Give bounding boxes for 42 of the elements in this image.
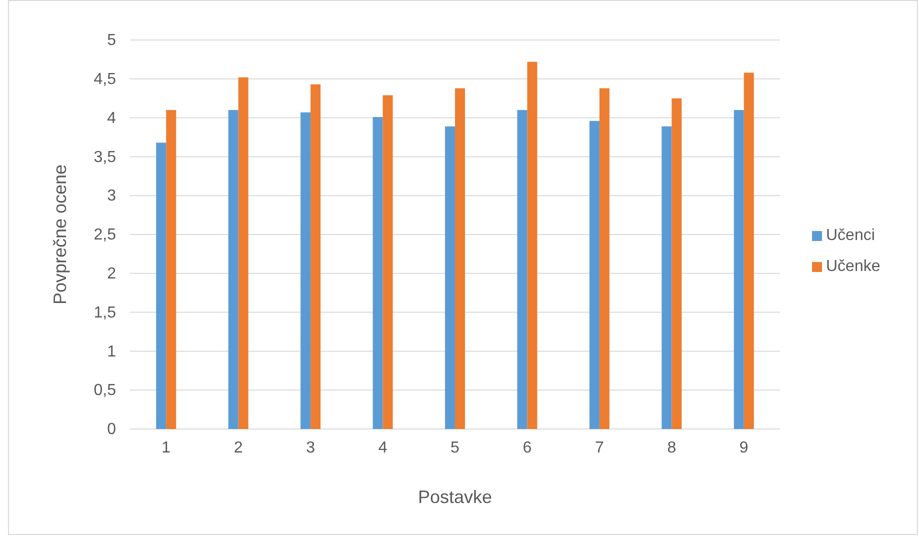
bar bbox=[300, 112, 311, 429]
x-tick-label: 1 bbox=[162, 439, 171, 456]
bar bbox=[599, 88, 610, 429]
bar bbox=[156, 142, 166, 429]
legend-label: Učenci bbox=[826, 227, 875, 244]
bar bbox=[517, 110, 528, 429]
bar bbox=[228, 110, 238, 429]
bar bbox=[166, 110, 176, 429]
x-tick-label: 5 bbox=[450, 439, 460, 456]
y-tick-label: 4 bbox=[107, 110, 116, 127]
x-tick-label: 4 bbox=[378, 439, 388, 456]
y-tick-label: 0,5 bbox=[94, 382, 116, 400]
bar bbox=[310, 84, 321, 429]
x-tick-label: 2 bbox=[234, 439, 243, 456]
y-axis-title: Povprečne ocene bbox=[50, 164, 70, 305]
x-tick-label: 7 bbox=[594, 439, 604, 456]
bar bbox=[527, 62, 538, 429]
x-tick-label: 8 bbox=[667, 439, 676, 456]
x-axis-title: Postavke bbox=[418, 487, 492, 507]
bar bbox=[744, 72, 754, 429]
bar bbox=[238, 77, 248, 429]
bar bbox=[455, 88, 465, 429]
bar bbox=[734, 110, 744, 429]
x-tick-label: 3 bbox=[306, 439, 316, 456]
y-tick-label: 3,5 bbox=[94, 148, 116, 166]
y-tick-label: 5 bbox=[107, 32, 116, 50]
bar bbox=[662, 126, 672, 429]
bar bbox=[382, 95, 393, 429]
bar bbox=[372, 117, 383, 429]
bar bbox=[589, 120, 600, 429]
x-tick-label: 9 bbox=[739, 439, 748, 456]
bar bbox=[445, 126, 455, 429]
y-tick-label: 1 bbox=[107, 343, 116, 360]
y-tick-label: 2 bbox=[107, 266, 116, 283]
x-tick-label: 6 bbox=[522, 439, 532, 456]
y-tick-label: 0 bbox=[107, 421, 116, 438]
legend-label: Učenke bbox=[826, 258, 880, 275]
y-tick-label: 1,5 bbox=[94, 304, 116, 322]
bar bbox=[672, 98, 682, 429]
y-tick-label: 4,5 bbox=[94, 71, 116, 88]
y-tick-label: 3 bbox=[107, 188, 116, 205]
y-tick-label: 2,5 bbox=[94, 226, 116, 244]
